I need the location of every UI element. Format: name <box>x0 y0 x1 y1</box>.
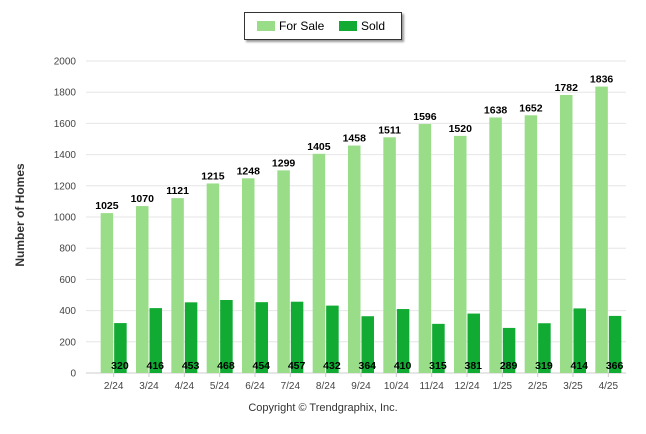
x-tick-label: 6/24 <box>245 381 265 392</box>
y-tick-label: 800 <box>59 244 76 255</box>
data-label-sold: 289 <box>500 360 518 372</box>
y-axis-title: Number of Homes <box>13 163 27 267</box>
bar-for-sale <box>277 170 290 373</box>
x-tick-label: 11/24 <box>420 381 445 392</box>
bar-sold <box>608 315 622 373</box>
data-label-sold: 457 <box>288 360 306 372</box>
y-tick-label: 1400 <box>54 150 77 161</box>
bar-sold <box>467 313 480 373</box>
x-tick-label: 2/25 <box>528 381 548 392</box>
bar-for-sale <box>595 86 608 374</box>
bar-for-sale <box>136 206 149 373</box>
y-tick-label: 200 <box>59 337 76 348</box>
data-label-for-sale: 1121 <box>166 185 189 197</box>
bar-for-sale <box>312 153 326 373</box>
data-label-sold: 381 <box>464 360 482 372</box>
bar-for-sale <box>100 213 114 373</box>
y-tick-label: 1600 <box>54 119 77 130</box>
data-label-for-sale: 1782 <box>555 82 579 94</box>
data-label-for-sale: 1652 <box>519 102 543 114</box>
bar-sold <box>184 302 198 373</box>
bar-sold <box>502 327 516 373</box>
bar-for-sale <box>454 135 467 373</box>
legend-label-sold: Sold <box>361 19 386 33</box>
bar-for-sale <box>206 183 220 373</box>
bar-sold <box>149 308 162 373</box>
x-tick-label: 12/24 <box>454 381 479 392</box>
bar-sold <box>255 302 268 373</box>
x-tick-label: 8/24 <box>316 381 336 392</box>
data-label-sold: 364 <box>358 360 376 372</box>
bar-for-sale <box>489 117 502 373</box>
data-label-for-sale: 1215 <box>201 170 225 182</box>
bar-sold <box>326 305 339 373</box>
bar-sold <box>396 309 410 373</box>
data-label-for-sale: 1405 <box>307 141 331 153</box>
data-label-sold: 410 <box>394 360 412 372</box>
y-tick-label: 1200 <box>54 181 77 192</box>
data-label-for-sale: 1638 <box>484 104 508 116</box>
data-label-for-sale: 1248 <box>237 165 261 177</box>
y-tick-label: 400 <box>59 306 76 317</box>
data-label-sold: 454 <box>252 360 270 372</box>
x-tick-label: 3/24 <box>139 381 159 392</box>
copyright-text: Copyright © Trendgraphix, Inc. <box>248 402 398 414</box>
x-tick-label: 4/25 <box>599 381 619 392</box>
y-tick-label: 0 <box>70 369 76 380</box>
data-label-for-sale: 1458 <box>343 133 367 145</box>
bar-for-sale <box>348 145 361 373</box>
y-tick-label: 1800 <box>54 88 77 99</box>
data-label-for-sale: 1299 <box>272 157 296 169</box>
x-tick-label: 9/24 <box>351 381 371 392</box>
data-label-sold: 315 <box>429 360 447 372</box>
x-tick-label: 3/25 <box>563 381 583 392</box>
bar-sold <box>432 323 445 373</box>
legend-swatch-sold <box>339 21 357 31</box>
bar-for-sale <box>418 124 432 373</box>
x-tick-label: 1/25 <box>493 381 513 392</box>
legend: For Sale Sold <box>244 12 402 40</box>
x-tick-label: 2/24 <box>104 381 124 392</box>
bar-for-sale <box>560 95 573 374</box>
data-label-for-sale: 1836 <box>590 74 614 86</box>
legend-swatch-for-sale <box>257 21 275 31</box>
bar-for-sale <box>242 178 255 373</box>
data-label-for-sale: 1025 <box>95 200 119 212</box>
data-label-sold: 319 <box>535 360 553 372</box>
bar-sold <box>220 299 233 373</box>
data-label-for-sale: 1520 <box>449 123 473 135</box>
y-tick-label: 1000 <box>54 213 77 224</box>
bar-sold <box>114 323 127 373</box>
x-tick-label: 10/24 <box>384 381 409 392</box>
data-label-sold: 320 <box>111 360 129 372</box>
bar-sold <box>573 308 586 373</box>
data-label-sold: 468 <box>217 360 235 372</box>
data-label-for-sale: 1596 <box>413 111 437 123</box>
data-label-sold: 366 <box>606 360 624 372</box>
x-tick-label: 5/24 <box>210 381 230 392</box>
bar-sold <box>290 301 304 373</box>
data-label-sold: 453 <box>182 360 200 372</box>
data-label-sold: 416 <box>146 360 164 372</box>
data-label-sold: 432 <box>323 360 341 372</box>
data-label-for-sale: 1511 <box>378 124 401 136</box>
data-label-for-sale: 1070 <box>131 193 155 205</box>
legend-item-for-sale: For Sale <box>257 19 324 33</box>
y-tick-label: 600 <box>59 275 76 286</box>
data-label-sold: 414 <box>570 360 588 372</box>
x-tick-label: 4/24 <box>175 381 195 392</box>
bar-for-sale <box>383 137 396 373</box>
bar-sold <box>361 316 374 373</box>
legend-label-for-sale: For Sale <box>279 19 325 33</box>
y-tick-label: 2000 <box>54 57 77 68</box>
bar-for-sale <box>171 198 184 373</box>
x-tick-label: 7/24 <box>281 381 301 392</box>
bar-sold <box>538 323 551 373</box>
legend-item-sold: Sold <box>339 19 385 33</box>
bar-for-sale <box>524 115 538 374</box>
